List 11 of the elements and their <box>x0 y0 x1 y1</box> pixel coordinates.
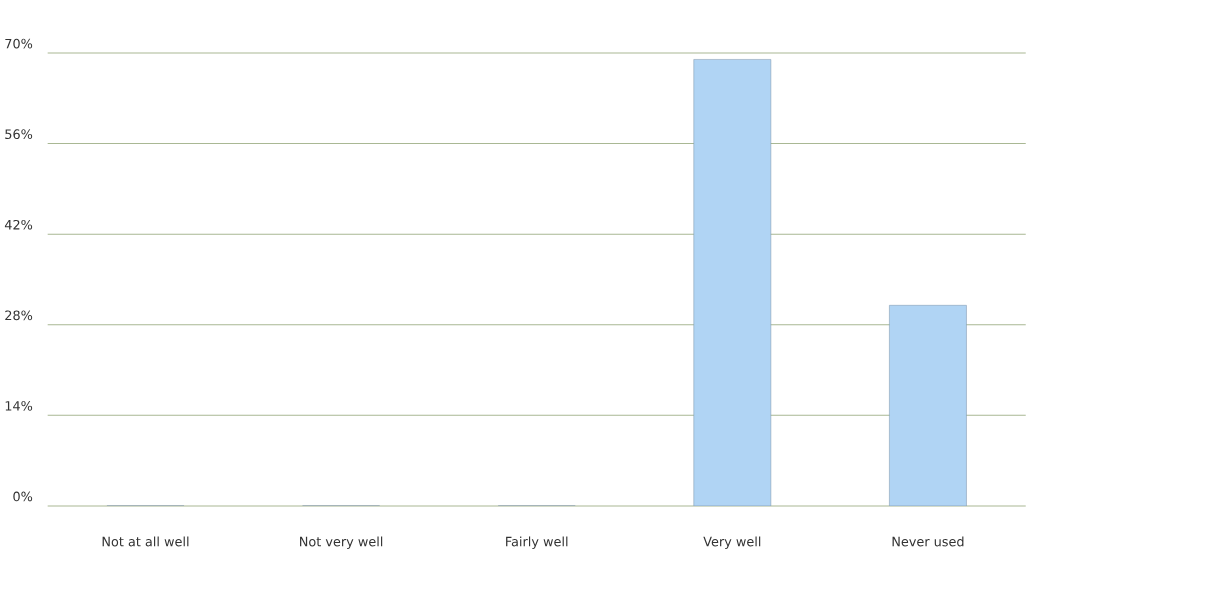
y-tick-label: 42% <box>4 219 33 230</box>
x-tick-label: Not very well <box>300 536 383 549</box>
x-tick-label: Fairly well <box>506 536 568 549</box>
y-tick-label: 0% <box>13 491 33 502</box>
x-tick-label: Never used <box>892 536 964 547</box>
x-tick-label: Very well <box>703 536 761 549</box>
x-tick-label: Not at all well <box>102 536 189 547</box>
y-tick-label: 70% <box>5 38 33 49</box>
y-tick-label: 28% <box>5 310 33 321</box>
y-tick-label: 14% <box>5 400 33 411</box>
y-tick-label: 56% <box>5 129 33 139</box>
